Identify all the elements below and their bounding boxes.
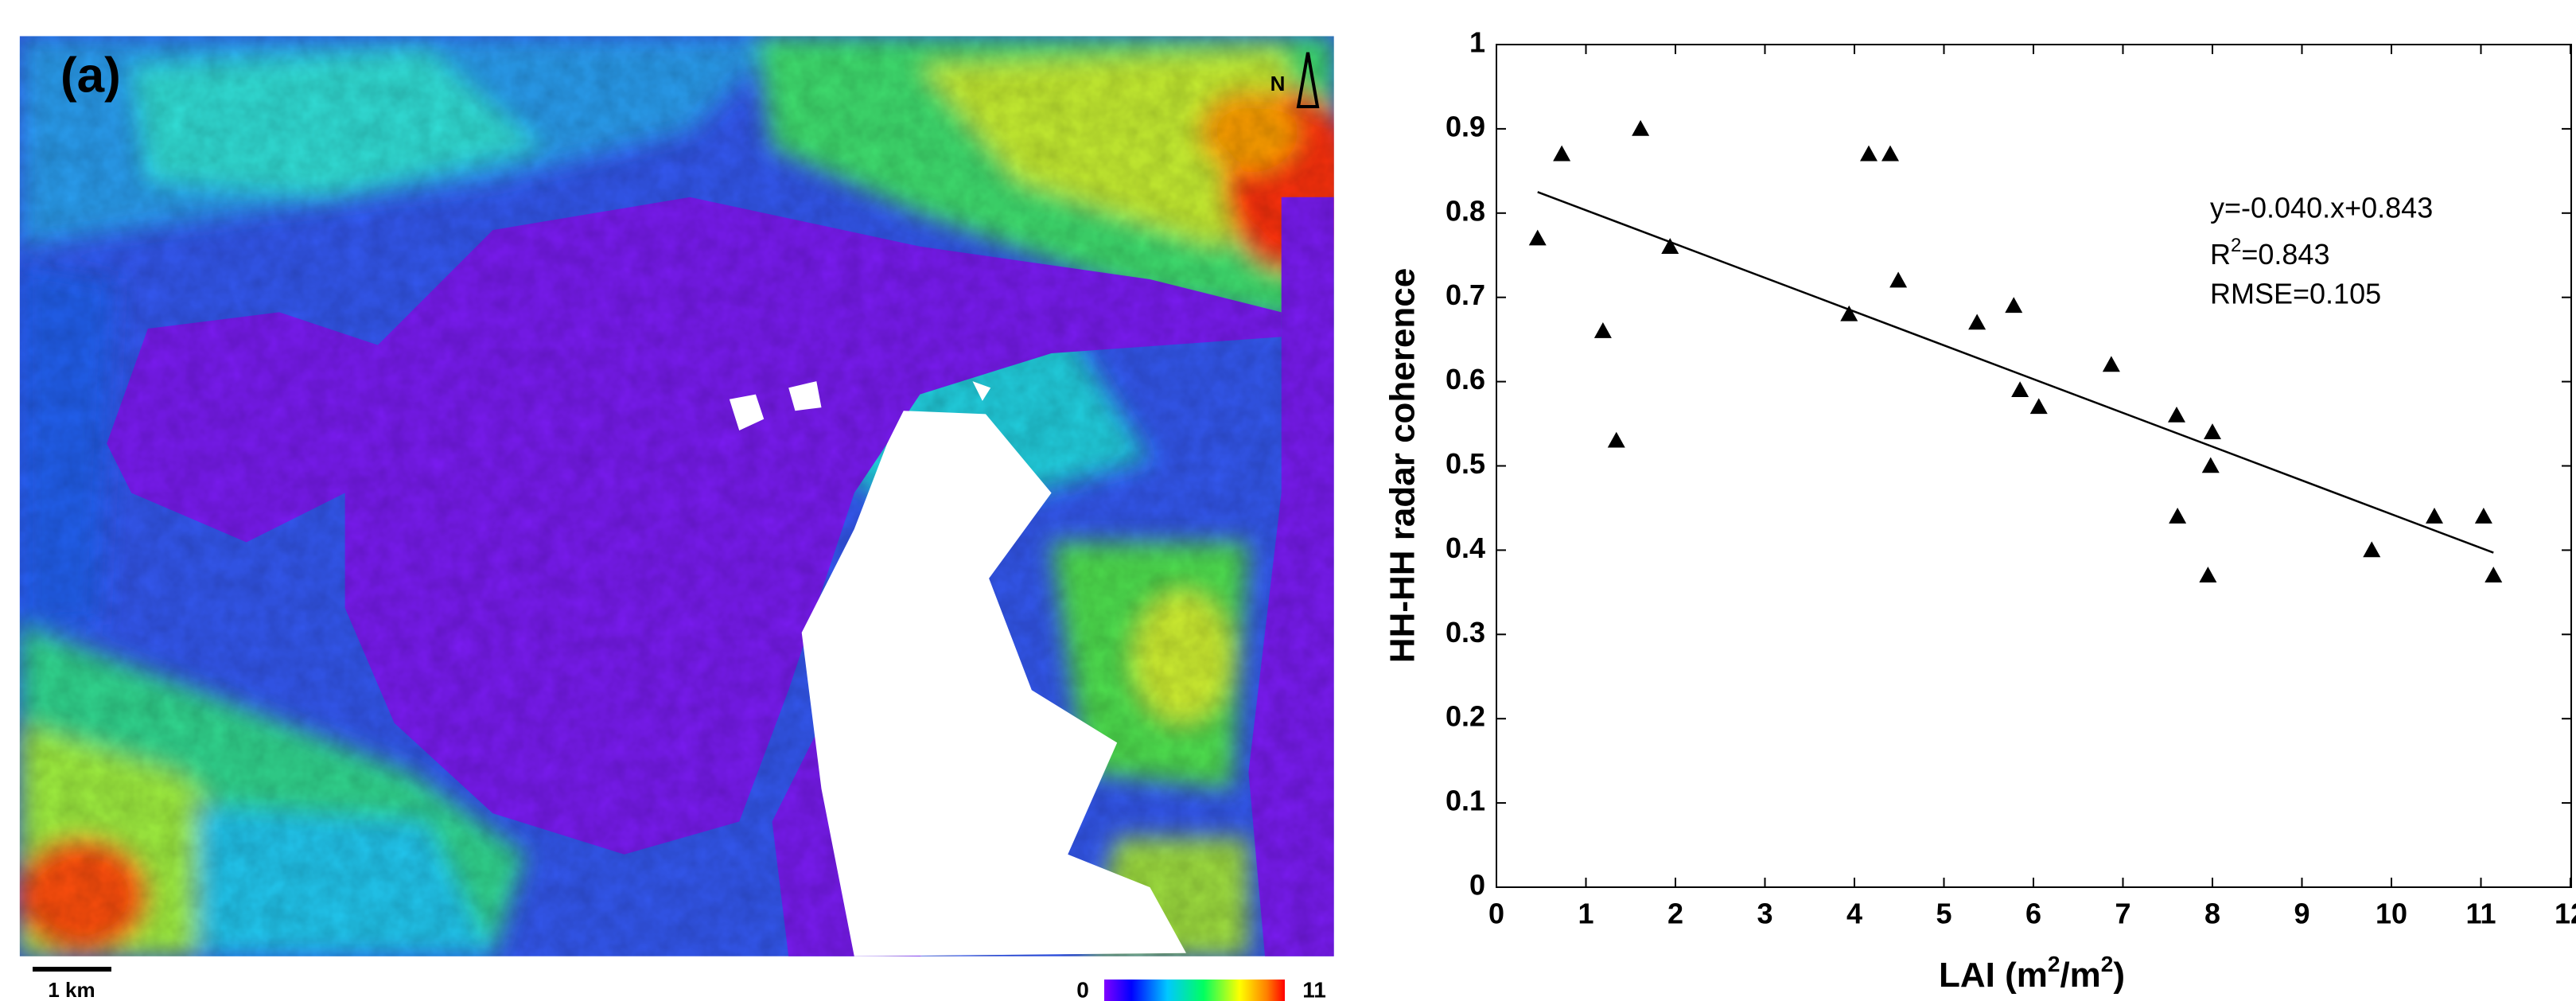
lai-map <box>19 36 1334 956</box>
annotation: R2=0.843 <box>2210 235 2329 270</box>
annotation-part: 2 <box>2231 235 2241 256</box>
data-point <box>1553 145 1571 162</box>
x-tick-label: 3 <box>1757 898 1772 930</box>
data-point <box>2485 567 2503 582</box>
data-point <box>2168 406 2185 423</box>
x-tick-label: 5 <box>1936 898 1951 930</box>
data-point <box>1881 145 1899 162</box>
panel-label: (a) <box>60 48 121 103</box>
data-point <box>2204 423 2221 439</box>
data-point <box>1607 431 1625 448</box>
y-tick-label: 0.1 <box>1446 785 1485 817</box>
data-point <box>1661 238 1679 254</box>
annotation: y=-0.040.x+0.843 <box>2210 192 2433 224</box>
y-tick-label: 0.3 <box>1446 616 1485 649</box>
y-tick-label: 0.2 <box>1446 700 1485 733</box>
north-label: N <box>1270 72 1286 95</box>
data-point <box>2426 508 2443 524</box>
north-arrow <box>1296 52 1320 108</box>
data-point <box>1968 314 1986 330</box>
x-tick-label: 10 <box>2376 898 2407 930</box>
y-tick-label: 0.9 <box>1446 110 1485 142</box>
data-point <box>2102 356 2120 372</box>
y-tick-label: 0.8 <box>1446 194 1485 227</box>
data-point <box>2474 508 2492 524</box>
x-tick-label: 8 <box>2204 898 2220 930</box>
annotation-part: R <box>2210 238 2231 271</box>
x-tick-label: 11 <box>2465 898 2496 930</box>
annotation: RMSE=0.105 <box>2210 278 2381 310</box>
x-axis-label-part: /m <box>2060 956 2100 995</box>
scale-bar-label: 1 km <box>48 978 95 1001</box>
colorbar <box>1104 980 1285 1001</box>
data-point <box>1889 271 1908 288</box>
x-tick-label: 12 <box>2555 898 2576 930</box>
y-tick-label: 0.5 <box>1446 447 1485 480</box>
data-point <box>1593 322 1612 338</box>
x-tick-label: 7 <box>2115 898 2130 930</box>
x-tick-label: 6 <box>2025 898 2041 930</box>
plot-frame <box>1496 44 2572 888</box>
y-tick-label: 1 <box>1469 26 1485 59</box>
data-point <box>1632 119 1650 136</box>
y-tick-label: 0.4 <box>1446 532 1485 564</box>
x-axis-label-part: 2 <box>2101 952 2114 976</box>
data-point <box>2029 398 2048 415</box>
data-point <box>1860 145 1878 162</box>
x-axis-label-part: ) <box>2113 956 2125 995</box>
y-tick-label: 0.7 <box>1446 278 1485 311</box>
y-tick-label: 0 <box>1469 869 1485 902</box>
colorbar-label: 11 <box>1302 977 1326 1001</box>
x-tick-label: 9 <box>2294 898 2309 930</box>
x-axis-label: LAI (m2/m2) <box>1939 952 2125 994</box>
data-point <box>2011 381 2029 397</box>
data-point <box>2005 297 2023 314</box>
fit-line <box>1537 191 2494 554</box>
x-axis-label-part: 2 <box>2048 952 2060 976</box>
data-point <box>2169 508 2187 524</box>
x-tick-label: 2 <box>1667 898 1683 930</box>
data-point <box>2199 567 2217 582</box>
y-axis-label: HH-HH radar coherence <box>1383 268 1422 663</box>
data-point <box>1840 305 1858 321</box>
data-point <box>2363 541 2381 558</box>
y-tick-label: 0.6 <box>1446 363 1485 395</box>
data-point <box>1528 229 1547 246</box>
x-tick-label: 4 <box>1846 898 1862 930</box>
x-axis-label-part: LAI (m <box>1939 956 2048 995</box>
data-point <box>2201 457 2220 473</box>
x-tick-label: 1 <box>1578 898 1593 930</box>
x-tick-label: 0 <box>1488 898 1504 930</box>
colorbar-label: 0 <box>1076 977 1089 1001</box>
annotation-part: =0.843 <box>2241 238 2329 271</box>
